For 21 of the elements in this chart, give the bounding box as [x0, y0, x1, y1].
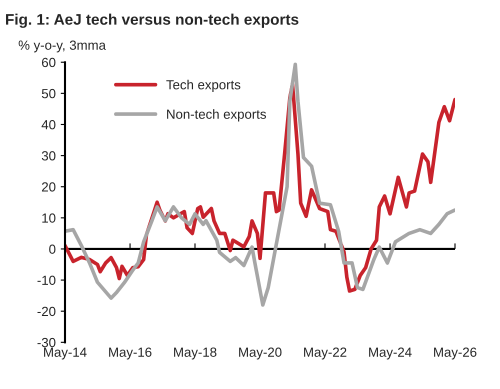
y-tick-label: -10 — [37, 276, 56, 285]
y-tick-label: 30 — [42, 151, 56, 161]
chart-title: Fig. 1: AeJ tech versus non-tech exports — [6, 14, 298, 28]
y-tick-label: 40 — [42, 120, 56, 130]
x-tick-label: May-14 — [44, 348, 87, 360]
y-tick-label: 50 — [42, 88, 56, 98]
x-tick-label: May-26 — [434, 348, 476, 360]
y-tick-label: 0 — [49, 244, 56, 254]
x-tick-label: May-18 — [174, 348, 216, 360]
x-tick-label: May-22 — [304, 348, 346, 360]
y-axis-title: % y-o-y, 3mma — [18, 40, 106, 52]
y-tick-label: 10 — [42, 213, 56, 223]
x-tick-label: May-24 — [369, 348, 412, 360]
legend-label: Non-tech exports — [167, 109, 266, 122]
y-tick-label: 20 — [42, 182, 56, 192]
legend-label: Tech exports — [166, 80, 240, 92]
y-tick-label: -30 — [37, 338, 56, 348]
x-tick-label: May-16 — [109, 348, 152, 360]
x-tick-label: May-20 — [239, 348, 282, 360]
y-tick-label: -20 — [37, 306, 56, 316]
y-tick-label: 60 — [42, 58, 56, 68]
